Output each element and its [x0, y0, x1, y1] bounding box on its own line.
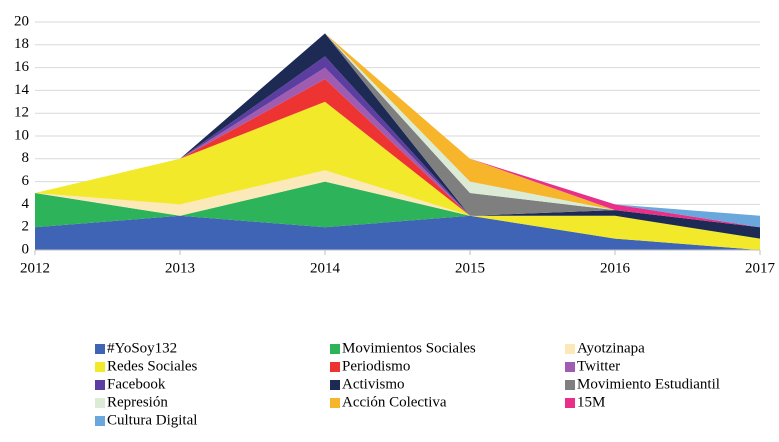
y-tick-label: 8 [22, 150, 30, 166]
legend-swatch [330, 344, 340, 354]
y-tick-label: 18 [14, 36, 29, 52]
legend-label: Cultura Digital [107, 412, 197, 428]
legend-swatch [95, 416, 105, 426]
area [35, 215, 760, 250]
legend-swatch [565, 380, 575, 390]
legend-label: Facebook [107, 376, 166, 392]
x-tick-label: 2014 [310, 260, 341, 276]
legend-label: 15M [577, 394, 605, 410]
x-tick-label: 2017 [745, 260, 776, 276]
legend-label: Twitter [577, 358, 620, 374]
y-tick-label: 0 [22, 241, 30, 257]
legend-swatch [565, 362, 575, 372]
legend-label: Movimiento Estudiantil [577, 376, 720, 392]
area [35, 170, 760, 250]
x-tick-label: 2016 [600, 260, 631, 276]
legend-swatch [95, 380, 105, 390]
y-tick-label: 2 [22, 219, 30, 235]
x-tick-label: 2012 [20, 260, 50, 276]
legend-swatch [330, 362, 340, 372]
legend-label: Represión [107, 394, 168, 410]
area [35, 181, 760, 250]
legend-swatch [565, 344, 575, 354]
legend-label: Acción Colectiva [342, 394, 447, 410]
legend-swatch [95, 344, 105, 354]
y-tick-label: 6 [22, 173, 30, 189]
legend-label: Periodismo [342, 358, 410, 374]
y-tick-label: 12 [14, 105, 29, 121]
area [35, 101, 760, 250]
x-tick-label: 2015 [455, 260, 485, 276]
legend-label: #YoSoy132 [107, 340, 177, 356]
legend-swatch [330, 398, 340, 408]
legend-label: Ayotzinapa [577, 340, 645, 356]
legend-swatch [330, 380, 340, 390]
area [35, 33, 760, 239]
legend-swatch [95, 362, 105, 372]
legend-swatch [565, 398, 575, 408]
y-tick-label: 16 [14, 59, 30, 75]
area [35, 79, 760, 239]
y-tick-label: 14 [14, 82, 30, 98]
legend-swatch [95, 398, 105, 408]
x-tick-label: 2013 [165, 260, 195, 276]
y-tick-label: 4 [22, 196, 30, 212]
legend-label: Activismo [342, 376, 405, 392]
legend-label: Redes Sociales [107, 358, 198, 374]
legend-label: Movimientos Sociales [342, 340, 476, 356]
y-tick-label: 20 [14, 13, 29, 29]
y-tick-label: 10 [14, 127, 29, 143]
